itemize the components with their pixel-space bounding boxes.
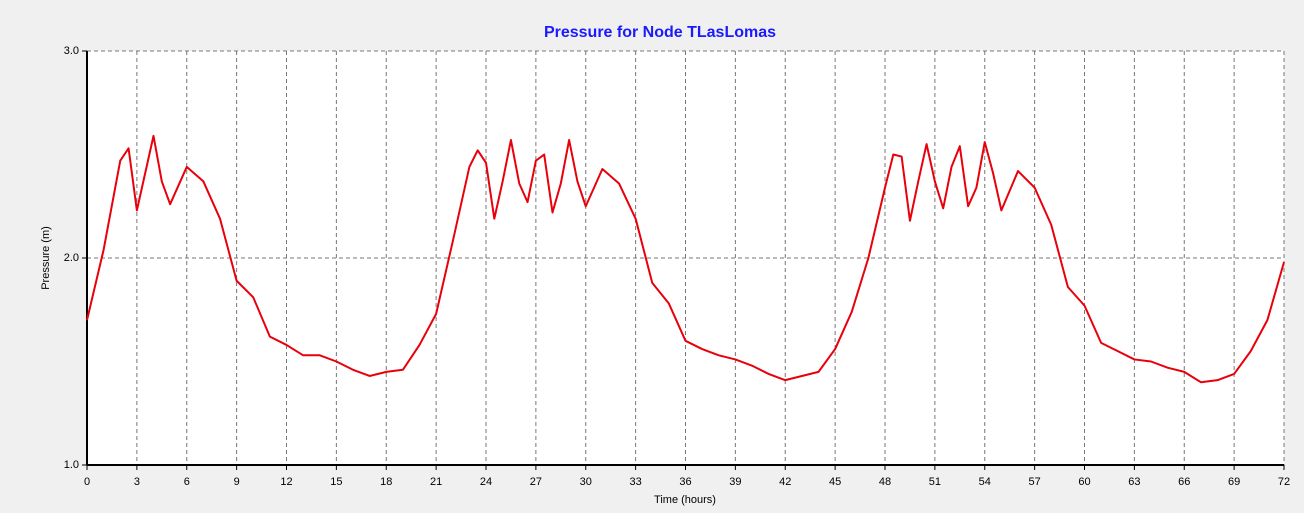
x-tick-label: 66 <box>1178 476 1190 488</box>
x-tick-label: 6 <box>184 476 190 488</box>
x-tick-label: 36 <box>679 476 691 488</box>
x-tick-label: 24 <box>480 476 492 488</box>
x-axis-label: Time (hours) <box>654 494 716 506</box>
chart-title: Pressure for Node TLasLomas <box>544 24 776 41</box>
data-line <box>86 134 1285 384</box>
x-tick-label: 51 <box>929 476 941 488</box>
x-tick-label: 63 <box>1128 476 1140 488</box>
x-tick-label: 3 <box>134 476 140 488</box>
x-tick-label: 60 <box>1078 476 1090 488</box>
x-tick-label: 33 <box>630 476 642 488</box>
x-tick-label: 18 <box>380 476 392 488</box>
x-tick-label: 9 <box>234 476 240 488</box>
x-tick-label: 30 <box>580 476 592 488</box>
y-tick-label: 3.0 <box>64 45 79 57</box>
x-tick-label: 42 <box>779 476 791 488</box>
x-tick-label: 21 <box>430 476 442 488</box>
x-tick-label: 69 <box>1228 476 1240 488</box>
x-tick-label: 45 <box>829 476 841 488</box>
x-tick-label: 54 <box>979 476 991 488</box>
x-tick-label: 72 <box>1278 476 1290 488</box>
x-tick-label: 48 <box>879 476 891 488</box>
y-axis-label: Pressure (m) <box>40 226 52 290</box>
x-tick-label: 57 <box>1029 476 1041 488</box>
y-tick-label: 1.0 <box>64 459 79 471</box>
x-tick-label: 15 <box>330 476 342 488</box>
x-tick-label: 27 <box>530 476 542 488</box>
y-tick-label: 2.0 <box>64 252 79 264</box>
x-tick-label: 39 <box>729 476 741 488</box>
x-tick-label: 0 <box>84 476 90 488</box>
x-tick-label: 12 <box>280 476 292 488</box>
